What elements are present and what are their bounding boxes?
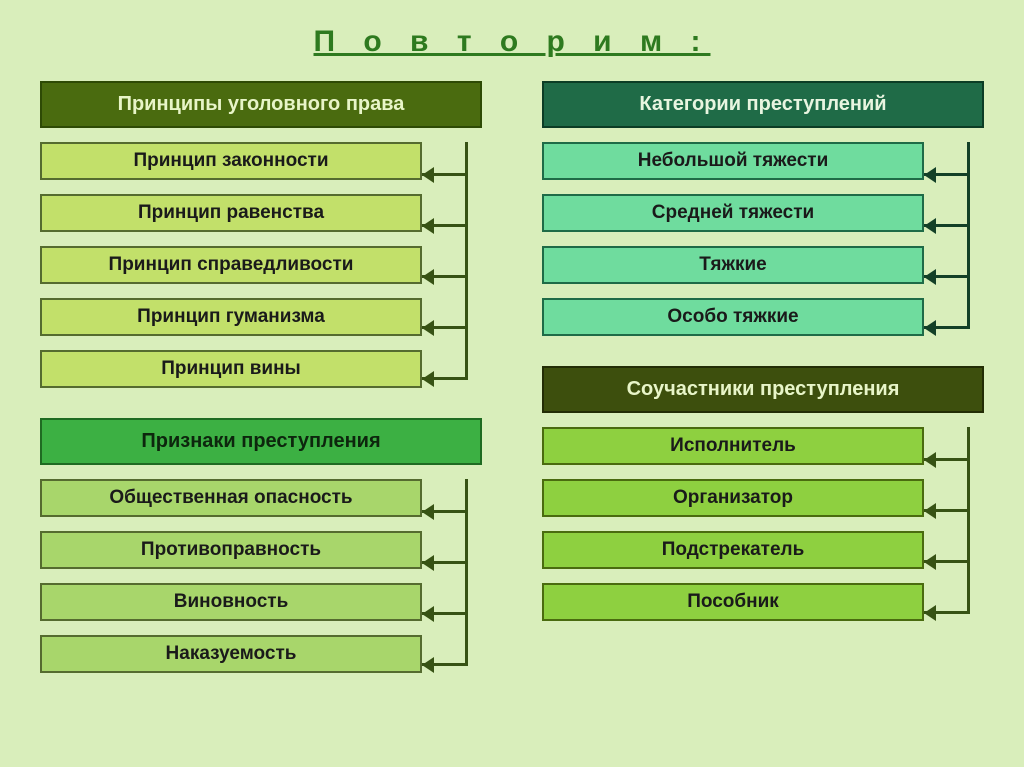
- arrow-left-icon: [924, 269, 936, 285]
- arrow-left-icon: [422, 269, 434, 285]
- arrow-left-icon: [422, 606, 434, 622]
- item-box: Принцип справедливости: [40, 246, 422, 284]
- arrow-left-icon: [422, 371, 434, 387]
- item-box: Виновность: [40, 583, 422, 621]
- item-box: Средней тяжести: [542, 194, 924, 232]
- connector-vertical: [967, 427, 970, 614]
- item-box: Подстрекатель: [542, 531, 924, 569]
- item-box: Принцип равенства: [40, 194, 422, 232]
- arrow-left-icon: [924, 605, 936, 621]
- block-signs: Признаки преступления Общественная опасно…: [40, 418, 482, 673]
- connector-vertical: [465, 142, 468, 380]
- arrow-left-icon: [924, 554, 936, 570]
- block-accomplices: Соучастники преступления Исполнитель Орган…: [542, 366, 984, 621]
- item-box: Наказуемость: [40, 635, 422, 673]
- block-header: Соучастники преступления: [542, 366, 984, 413]
- arrow-left-icon: [924, 320, 936, 336]
- item-box: Принцип гуманизма: [40, 298, 422, 336]
- connector-vertical: [465, 479, 468, 666]
- item-box: Исполнитель: [542, 427, 924, 465]
- item-box: Организатор: [542, 479, 924, 517]
- block-categories: Категории преступлений Небольшой тяжести С…: [542, 81, 984, 336]
- arrow-left-icon: [924, 218, 936, 234]
- item-box: Пособник: [542, 583, 924, 621]
- block-header: Принципы уголовного права: [40, 81, 482, 128]
- block-header: Признаки преступления: [40, 418, 482, 465]
- right-column: Категории преступлений Небольшой тяжести С…: [542, 81, 984, 673]
- arrow-left-icon: [422, 218, 434, 234]
- arrow-left-icon: [924, 167, 936, 183]
- arrow-left-icon: [924, 503, 936, 519]
- columns-container: Принципы уголовного права Принцип законно…: [40, 81, 984, 673]
- left-column: Принципы уголовного права Принцип законно…: [40, 81, 482, 673]
- diagram-page: П о в т о р и м : Принципы уголовного пр…: [0, 0, 1024, 767]
- arrow-left-icon: [422, 320, 434, 336]
- arrow-left-icon: [422, 167, 434, 183]
- block-header: Категории преступлений: [542, 81, 984, 128]
- arrow-left-icon: [422, 504, 434, 520]
- page-title: П о в т о р и м :: [40, 25, 984, 59]
- items-container: Общественная опасность Противоправность Ви…: [40, 479, 482, 673]
- arrow-left-icon: [422, 657, 434, 673]
- item-box: Особо тяжкие: [542, 298, 924, 336]
- items-container: Небольшой тяжести Средней тяжести Тяжкие Ос…: [542, 142, 984, 336]
- item-box: Противоправность: [40, 531, 422, 569]
- item-box: Тяжкие: [542, 246, 924, 284]
- item-box: Общественная опасность: [40, 479, 422, 517]
- item-box: Небольшой тяжести: [542, 142, 924, 180]
- item-box: Принцип законности: [40, 142, 422, 180]
- items-container: Принцип законности Принцип равенства Принц…: [40, 142, 482, 388]
- items-container: Исполнитель Организатор Подстрекатель Пособ…: [542, 427, 984, 621]
- item-box: Принцип вины: [40, 350, 422, 388]
- arrow-left-icon: [422, 555, 434, 571]
- block-principles: Принципы уголовного права Принцип законно…: [40, 81, 482, 388]
- connector-vertical: [967, 142, 970, 329]
- arrow-left-icon: [924, 452, 936, 468]
